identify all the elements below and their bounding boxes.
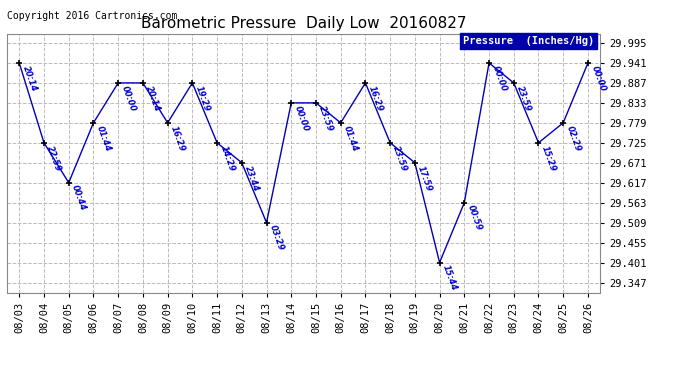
Text: 23:59: 23:59 xyxy=(317,104,335,133)
Point xyxy=(112,80,124,86)
Point xyxy=(582,60,593,66)
Text: 16:29: 16:29 xyxy=(169,124,187,153)
Point xyxy=(558,120,569,126)
Text: 19:29: 19:29 xyxy=(194,84,211,112)
Text: 15:44: 15:44 xyxy=(441,264,459,292)
Text: Copyright 2016 Cartronics.com: Copyright 2016 Cartronics.com xyxy=(7,11,177,21)
Text: 20:14: 20:14 xyxy=(21,64,39,93)
Point xyxy=(187,80,198,86)
Point xyxy=(384,140,395,146)
Text: 00:00: 00:00 xyxy=(589,64,607,93)
Text: 00:00: 00:00 xyxy=(119,84,137,112)
Text: 00:44: 00:44 xyxy=(70,184,88,212)
Text: 23:59: 23:59 xyxy=(391,144,409,172)
Text: 22:59: 22:59 xyxy=(46,144,63,172)
Point xyxy=(162,120,173,126)
Point xyxy=(212,140,223,146)
Text: 01:44: 01:44 xyxy=(95,124,112,153)
Text: 01:44: 01:44 xyxy=(342,124,359,153)
Text: 14:29: 14:29 xyxy=(219,144,236,172)
Text: Pressure  (Inches/Hg): Pressure (Inches/Hg) xyxy=(463,36,594,46)
Text: 23:59: 23:59 xyxy=(515,84,533,112)
Point xyxy=(286,100,297,106)
Text: 00:59: 00:59 xyxy=(466,204,484,232)
Text: 02:29: 02:29 xyxy=(564,124,582,153)
Point xyxy=(434,260,445,266)
Text: 16:29: 16:29 xyxy=(367,84,384,112)
Point xyxy=(14,60,25,66)
Point xyxy=(509,80,520,86)
Text: 00:00: 00:00 xyxy=(491,64,508,93)
Point xyxy=(236,160,247,166)
Point xyxy=(335,120,346,126)
Text: 23:44: 23:44 xyxy=(243,164,261,192)
Point xyxy=(88,120,99,126)
Point xyxy=(360,80,371,86)
Point xyxy=(533,140,544,146)
Point xyxy=(39,140,50,146)
Text: 03:29: 03:29 xyxy=(268,224,286,252)
Text: 15:29: 15:29 xyxy=(540,144,558,172)
Text: 00:00: 00:00 xyxy=(293,104,310,133)
Point xyxy=(310,100,322,106)
Point xyxy=(137,80,148,86)
Point xyxy=(409,160,420,166)
Title: Barometric Pressure  Daily Low  20160827: Barometric Pressure Daily Low 20160827 xyxy=(141,16,466,31)
Point xyxy=(484,60,495,66)
Text: 17:59: 17:59 xyxy=(416,164,434,192)
Point xyxy=(261,220,272,226)
Point xyxy=(459,200,470,206)
Point xyxy=(63,180,75,186)
Text: 20:14: 20:14 xyxy=(144,84,162,112)
